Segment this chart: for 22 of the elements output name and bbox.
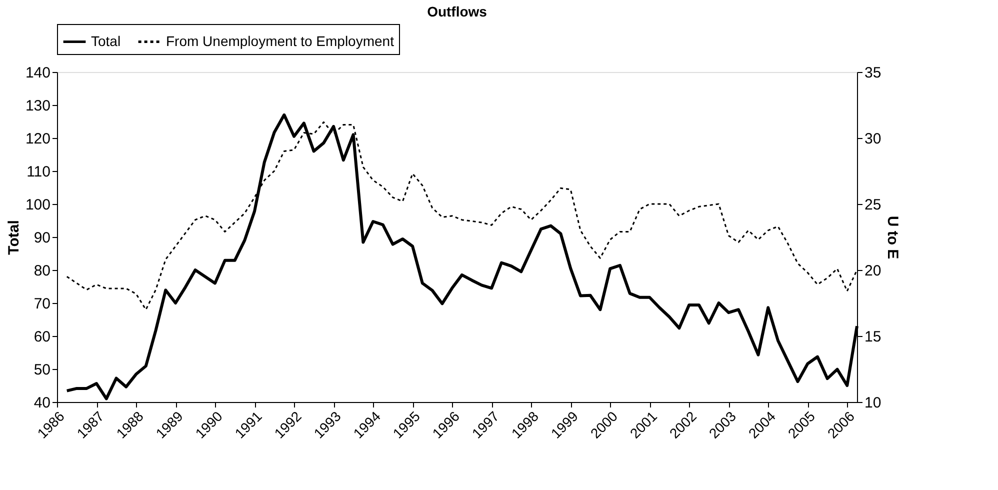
y2-tick-label: 25 [864,196,882,214]
y2-tick-label: 10 [864,394,882,412]
y2-tick-label: 15 [864,328,882,346]
y-tick-label: 100 [25,196,50,214]
y2-tick-label: 20 [864,262,882,280]
y-tick-label: 130 [25,98,50,114]
y-tick-label: 40 [34,394,50,412]
legend-label: From Unemployment to Employment [166,32,394,49]
y-tick-label: 90 [34,230,50,246]
chart-title: Outflows [427,4,488,20]
y2-axis-title: U to E [884,216,902,260]
y2-tick-label: 30 [864,130,882,148]
y-tick-label: 70 [34,296,50,312]
y-tick-label: 60 [34,328,50,346]
y-tick-label: 50 [34,362,50,378]
y-axis-title: Total [5,220,22,255]
legend-label: Total [91,32,121,49]
y-tick-label: 110 [26,164,50,180]
y-tick-label: 80 [34,262,50,280]
y-tick-label: 120 [25,130,50,148]
y2-tick-label: 35 [864,64,882,82]
y-tick-label: 140 [25,64,50,82]
